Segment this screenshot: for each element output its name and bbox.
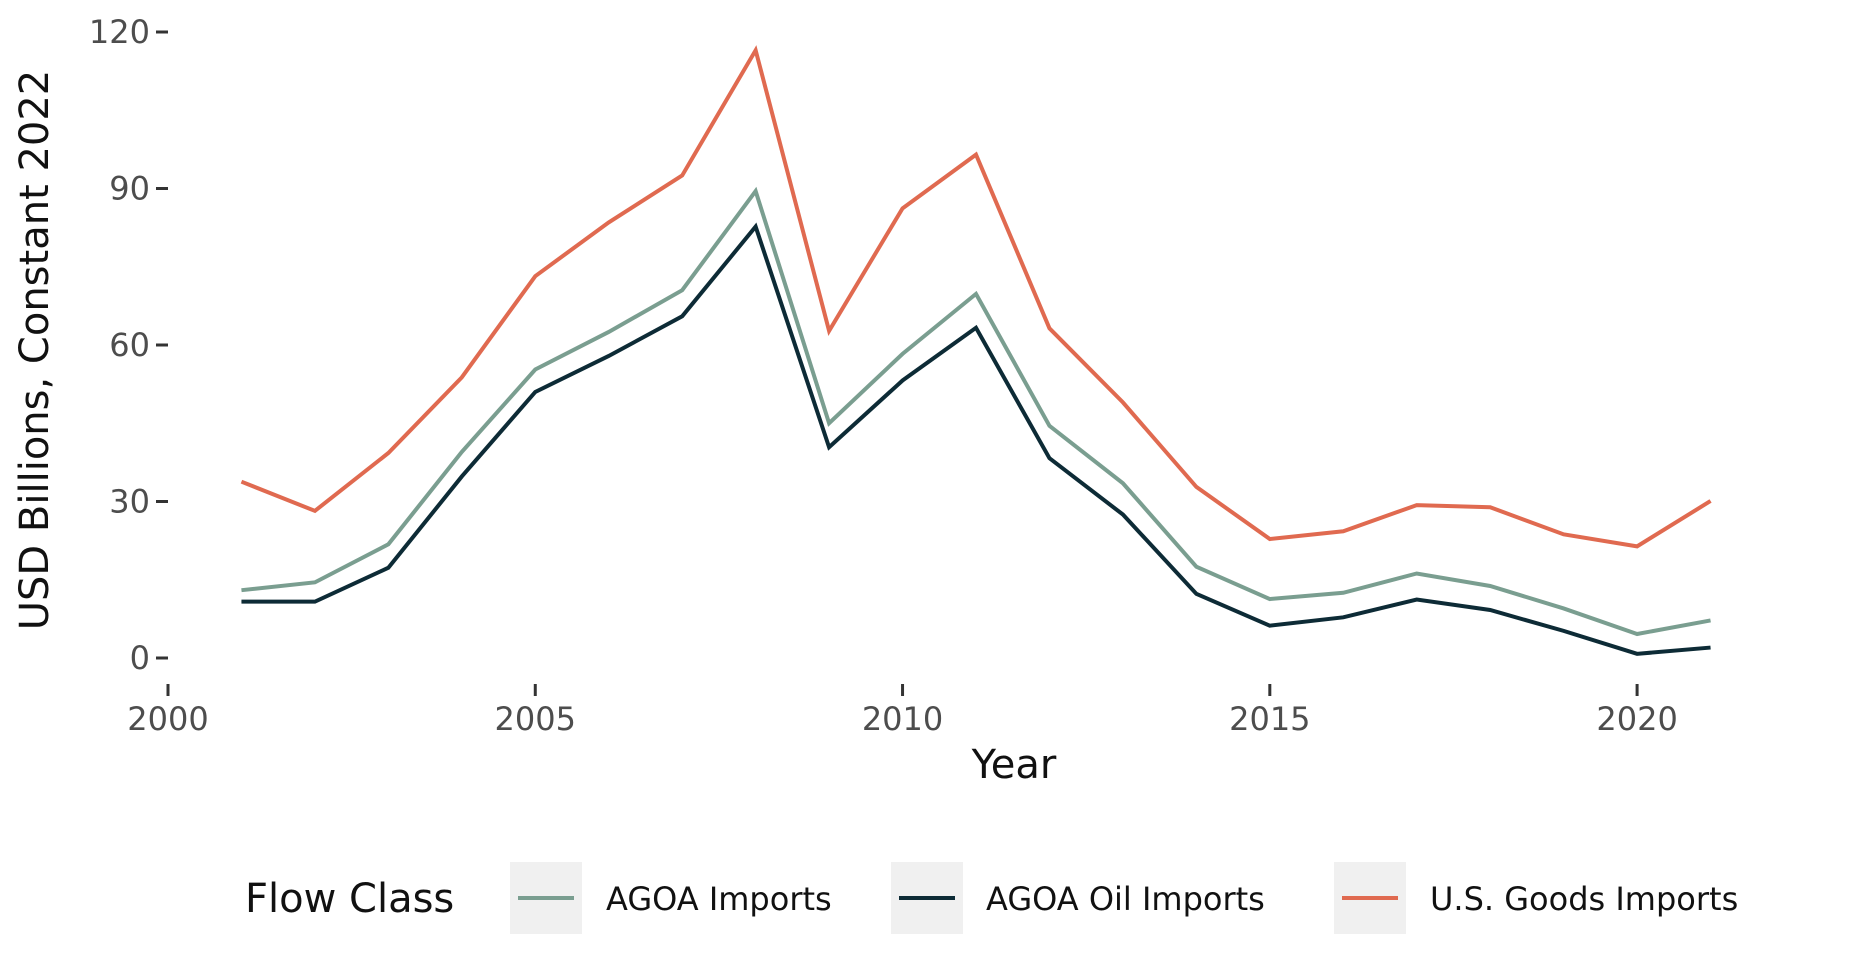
x-axis-title: Year: [971, 742, 1057, 788]
y-tick-label: 90: [109, 170, 150, 208]
x-axis: 2000 2005 2010 2015 2020: [127, 684, 1678, 738]
series-line-u-s-goods-imports: [241, 50, 1710, 546]
legend-item-u-s-goods-imports: U.S. Goods Imports: [1334, 862, 1738, 934]
y-tick-label: 120: [89, 13, 150, 51]
series-line-agoa-imports: [241, 191, 1710, 634]
x-tick-label: 2020: [1596, 700, 1677, 738]
legend-item-agoa-imports: AGOA Imports: [510, 862, 832, 934]
legend-label: AGOA Oil Imports: [986, 880, 1265, 918]
x-tick-label: 2005: [495, 700, 576, 738]
legend-title: Flow Class: [245, 876, 454, 922]
legend-item-agoa-oil-imports: AGOA Oil Imports: [891, 862, 1265, 934]
x-tick-label: 2000: [127, 700, 208, 738]
x-tick-label: 2010: [862, 700, 943, 738]
y-axis-title: USD Billions, Constant 2022: [12, 70, 58, 631]
y-tick-label: 0: [130, 639, 150, 677]
x-tick-label: 2015: [1229, 700, 1310, 738]
legend: Flow Class AGOA Imports AGOA Oil Imports U…: [245, 862, 1738, 934]
y-tick-label: 60: [109, 326, 150, 364]
legend-label: U.S. Goods Imports: [1430, 880, 1738, 918]
series-line-agoa-oil-imports: [241, 227, 1710, 654]
legend-label: AGOA Imports: [606, 880, 832, 918]
plot-area: [241, 50, 1710, 654]
y-tick-label: 30: [109, 483, 150, 521]
y-axis: 0 30 60 90 120: [89, 13, 168, 677]
